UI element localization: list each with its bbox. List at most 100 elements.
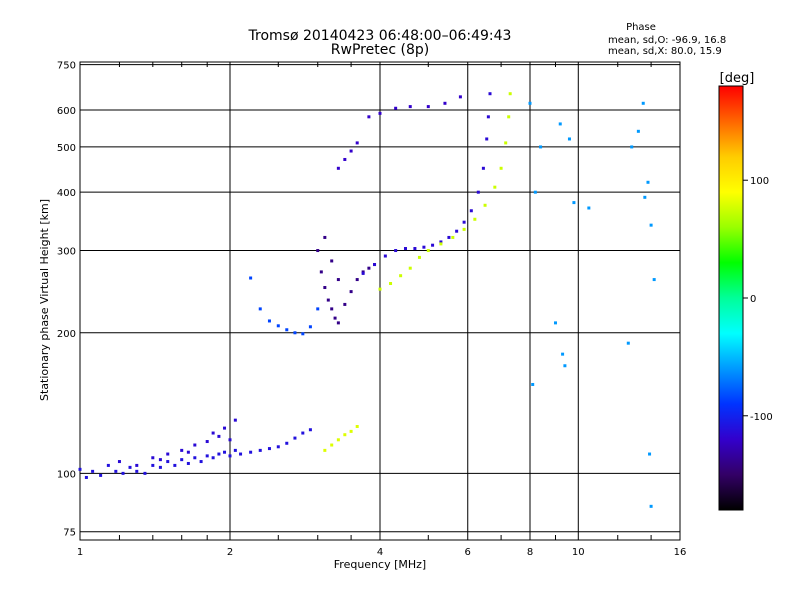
- y-tick-label: 500: [57, 143, 76, 154]
- data-point: [563, 364, 567, 368]
- data-point: [106, 463, 110, 467]
- data-point: [91, 469, 95, 473]
- data-point: [276, 324, 280, 328]
- data-point: [173, 463, 177, 467]
- colorbar-tick-label: 100: [750, 176, 769, 187]
- data-point: [413, 247, 417, 251]
- data-point: [531, 382, 535, 386]
- data-point: [652, 278, 656, 282]
- data-point: [572, 201, 576, 205]
- data-point: [135, 463, 139, 467]
- data-point: [143, 471, 147, 475]
- data-point: [630, 145, 634, 149]
- data-point: [180, 458, 184, 462]
- data-point: [439, 242, 443, 246]
- data-point: [394, 249, 398, 253]
- data-point: [367, 115, 371, 119]
- data-point: [308, 325, 312, 329]
- data-point: [151, 463, 155, 467]
- data-point: [458, 95, 462, 99]
- data-point: [462, 220, 466, 224]
- data-point: [330, 259, 334, 263]
- data-point: [533, 190, 537, 194]
- data-point: [233, 448, 237, 452]
- data-point: [343, 302, 347, 306]
- data-point: [336, 166, 340, 170]
- data-point: [249, 450, 253, 454]
- data-point: [330, 443, 334, 447]
- data-point: [166, 452, 170, 456]
- data-point: [499, 166, 503, 170]
- data-point: [293, 331, 297, 335]
- data-point: [408, 105, 412, 109]
- data-point: [258, 307, 262, 311]
- data-point: [330, 307, 334, 311]
- data-point: [285, 328, 289, 332]
- x-tick-label: 4: [377, 547, 383, 558]
- data-point: [343, 433, 347, 437]
- data-point: [166, 460, 170, 464]
- data-point: [223, 450, 227, 454]
- info-box-line-o: mean, sd,O: -96.9, 16.8: [608, 35, 726, 46]
- data-point: [180, 448, 184, 452]
- chart-subtitle: RwPretec (8p): [331, 42, 429, 58]
- data-point: [455, 229, 459, 233]
- x-tick-label: 2: [227, 547, 233, 558]
- data-point: [199, 460, 203, 464]
- data-point: [483, 203, 487, 207]
- y-tick-label: 100: [57, 469, 76, 480]
- data-point: [383, 254, 387, 258]
- data-point: [408, 266, 412, 270]
- data-point: [285, 441, 289, 445]
- data-point: [447, 235, 451, 239]
- data-point: [508, 92, 512, 96]
- data-point: [488, 92, 492, 96]
- data-point: [378, 111, 382, 115]
- data-point: [567, 137, 571, 141]
- data-point: [399, 274, 403, 278]
- data-point: [378, 287, 382, 291]
- data-point: [158, 465, 162, 469]
- data-point: [403, 247, 407, 251]
- data-point: [267, 447, 271, 451]
- data-point: [373, 263, 377, 267]
- data-point: [389, 282, 393, 286]
- data-point: [451, 235, 455, 239]
- info-box-line-x: mean, sd,X: 80.0, 15.9: [608, 46, 722, 57]
- data-point: [431, 243, 435, 247]
- data-point: [486, 115, 490, 119]
- data-point: [228, 454, 232, 458]
- data-point: [648, 452, 652, 456]
- data-point: [301, 332, 305, 336]
- data-point: [193, 456, 197, 460]
- data-point: [539, 145, 543, 149]
- data-point: [462, 227, 466, 231]
- data-point: [558, 122, 562, 126]
- data-point: [99, 473, 103, 477]
- data-point: [316, 249, 320, 253]
- data-point: [426, 105, 430, 109]
- data-point: [323, 286, 327, 290]
- data-point: [223, 426, 227, 430]
- data-point: [367, 266, 371, 270]
- data-point: [643, 195, 647, 199]
- data-point: [394, 106, 398, 110]
- data-point: [649, 504, 653, 508]
- data-point: [84, 475, 88, 479]
- data-point: [349, 149, 353, 153]
- y-tick-label: 200: [57, 329, 76, 340]
- data-point: [504, 141, 508, 145]
- data-point: [228, 438, 232, 442]
- data-point: [205, 454, 209, 458]
- data-point: [646, 180, 650, 184]
- data-point: [128, 465, 132, 469]
- y-tick-label: 750: [57, 61, 76, 72]
- data-point: [316, 307, 320, 311]
- x-tick-label: 16: [674, 547, 687, 558]
- info-box-title: Phase: [626, 22, 656, 33]
- colorbar: [718, 85, 744, 511]
- data-point: [336, 278, 340, 282]
- colorbar-ticks: 100 0 -100: [743, 176, 773, 423]
- data-point: [349, 290, 353, 294]
- data-point: [326, 298, 330, 302]
